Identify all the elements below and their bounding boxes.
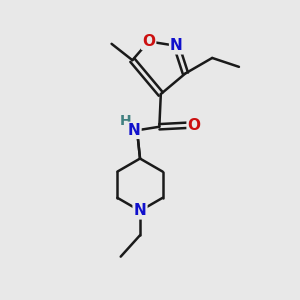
- Text: H: H: [120, 114, 132, 128]
- Text: N: N: [128, 123, 140, 138]
- Text: N: N: [134, 203, 146, 218]
- Text: O: O: [188, 118, 201, 133]
- Text: N: N: [170, 38, 183, 53]
- Text: O: O: [142, 34, 155, 49]
